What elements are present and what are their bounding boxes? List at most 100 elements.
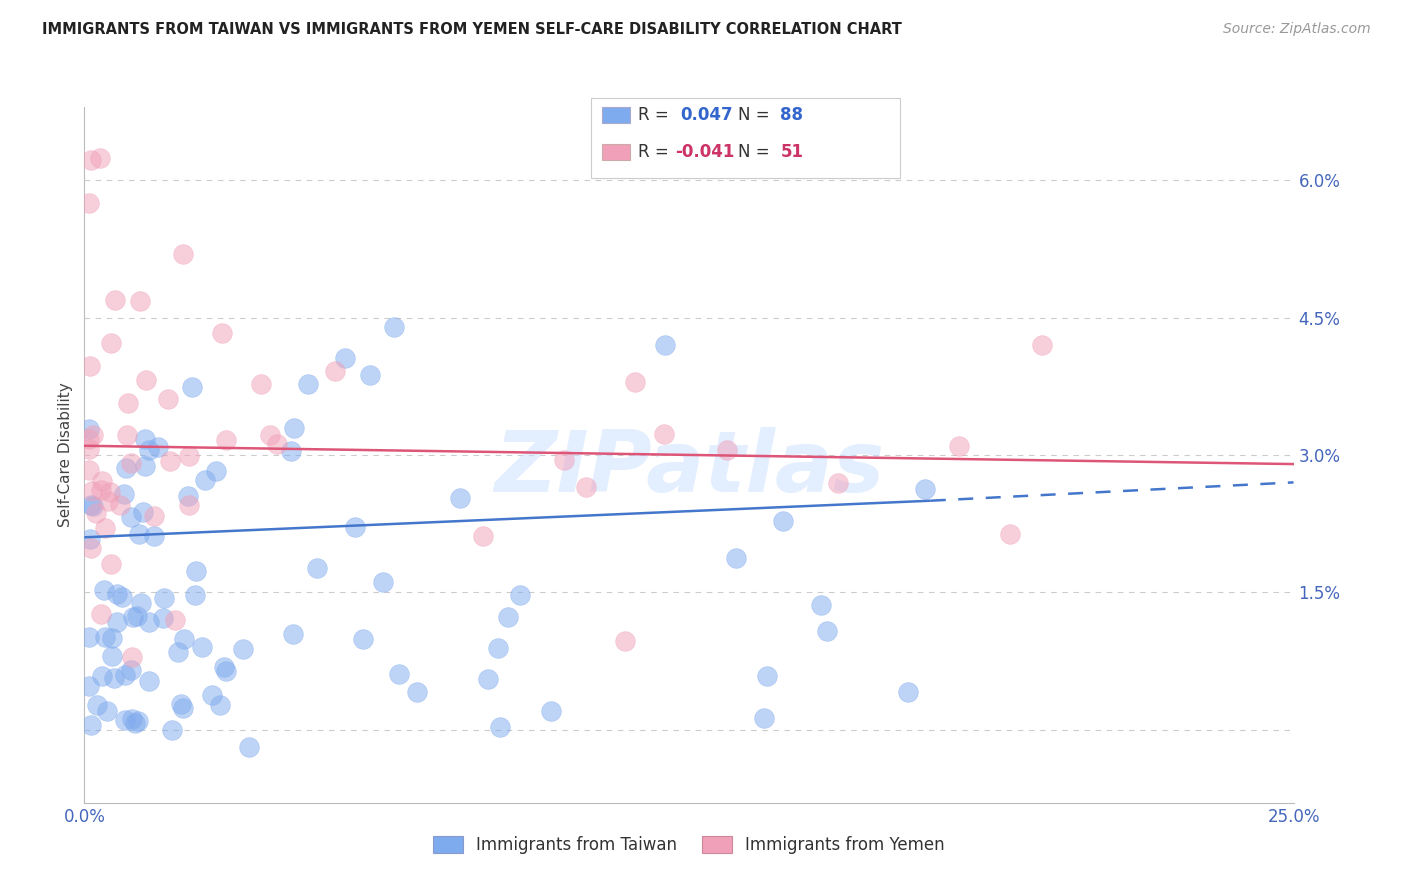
Text: -0.041: -0.041: [675, 143, 734, 161]
Point: [756, 669, 779, 683]
Point: [112, 487, 135, 501]
Point: [897, 685, 920, 699]
Point: [181, 380, 204, 394]
Point: [498, 610, 520, 624]
Point: [194, 473, 217, 487]
Text: N =: N =: [738, 143, 775, 161]
Text: IMMIGRANTS FROM TAIWAN VS IMMIGRANTS FROM YEMEN SELF-CARE DISABILITY CORRELATION: IMMIGRANTS FROM TAIWAN VS IMMIGRANTS FRO…: [42, 22, 903, 37]
Point: [191, 640, 214, 654]
Point: [177, 449, 200, 463]
Point: [103, 671, 125, 685]
Point: [80, 718, 103, 732]
Point: [111, 590, 134, 604]
Point: [232, 641, 254, 656]
Point: [77, 442, 100, 456]
Point: [121, 650, 143, 665]
Point: [121, 712, 143, 726]
Point: [335, 351, 357, 365]
Point: [138, 673, 160, 688]
Point: [117, 396, 139, 410]
Point: [90, 483, 112, 497]
Point: [127, 714, 149, 729]
Point: [86, 506, 108, 520]
Point: [86, 698, 108, 713]
Point: [90, 607, 112, 621]
Point: [259, 428, 281, 442]
Point: [169, 697, 191, 711]
Point: [120, 456, 142, 470]
Point: [654, 338, 676, 352]
Point: [283, 626, 305, 640]
Point: [132, 505, 155, 519]
Point: [166, 644, 188, 658]
Text: R =: R =: [638, 106, 675, 124]
Point: [77, 630, 100, 644]
Point: [205, 464, 228, 478]
Point: [486, 640, 509, 655]
Point: [129, 294, 152, 309]
Point: [82, 428, 104, 442]
Point: [77, 196, 100, 211]
Point: [948, 439, 970, 453]
Point: [810, 598, 832, 612]
Point: [89, 152, 111, 166]
Point: [297, 377, 319, 392]
Point: [623, 375, 645, 389]
Point: [201, 688, 224, 702]
Point: [815, 624, 838, 638]
Text: 88: 88: [780, 106, 803, 124]
Point: [143, 508, 166, 523]
Point: [148, 441, 170, 455]
Point: [160, 723, 183, 738]
Point: [135, 373, 157, 387]
Point: [101, 649, 124, 664]
Text: R =: R =: [638, 143, 675, 161]
Point: [152, 611, 174, 625]
Point: [80, 498, 103, 512]
Point: [163, 613, 186, 627]
Point: [138, 615, 160, 629]
Point: [283, 420, 305, 434]
Point: [105, 615, 128, 629]
Point: [129, 596, 152, 610]
Point: [142, 529, 165, 543]
Point: [914, 482, 936, 496]
Point: [100, 336, 122, 351]
Text: N =: N =: [738, 106, 775, 124]
Point: [208, 698, 231, 712]
Point: [79, 359, 101, 374]
Point: [553, 452, 575, 467]
Point: [134, 458, 156, 473]
Point: [80, 153, 103, 167]
Point: [77, 679, 100, 693]
Point: [215, 664, 238, 678]
Point: [344, 520, 367, 534]
Point: [471, 529, 494, 543]
Point: [96, 704, 118, 718]
Point: [405, 684, 427, 698]
Point: [352, 632, 374, 646]
Point: [211, 326, 233, 341]
Point: [280, 443, 302, 458]
Legend: Immigrants from Taiwan, Immigrants from Yemen: Immigrants from Taiwan, Immigrants from …: [426, 829, 952, 861]
Point: [325, 364, 347, 378]
Point: [128, 527, 150, 541]
Point: [477, 672, 499, 686]
Point: [120, 663, 142, 677]
Point: [359, 368, 381, 382]
Point: [97, 494, 120, 508]
Point: [827, 476, 849, 491]
Point: [215, 433, 238, 447]
Point: [373, 574, 395, 589]
Point: [77, 463, 100, 477]
Point: [652, 426, 675, 441]
Point: [1031, 338, 1053, 352]
Point: [117, 428, 139, 442]
Point: [489, 720, 512, 734]
Point: [94, 521, 117, 535]
Point: [177, 490, 200, 504]
Point: [103, 293, 125, 307]
Point: [94, 630, 117, 644]
Point: [186, 564, 208, 578]
Point: [134, 432, 156, 446]
